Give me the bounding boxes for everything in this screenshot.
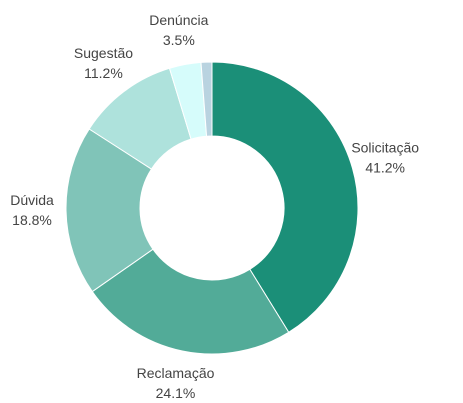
donut-slice [91,248,290,355]
slice-value-label: 24.1% [156,385,196,401]
slice-label: Reclamação [137,365,215,381]
donut-slice [211,61,359,333]
slice-value-label: 3.5% [163,32,195,48]
slice-value-label: 18.8% [12,212,52,228]
slice-label: Sugestão [74,45,133,61]
donut-slice [65,128,154,293]
slice-value-label: 41.2% [365,160,405,176]
slice-label: Solicitação [351,140,419,156]
slice-value-label: 11.2% [84,65,123,81]
slice-label: Dúvida [10,192,54,208]
slice-label: Denúncia [149,12,208,28]
donut-slice [200,61,213,137]
